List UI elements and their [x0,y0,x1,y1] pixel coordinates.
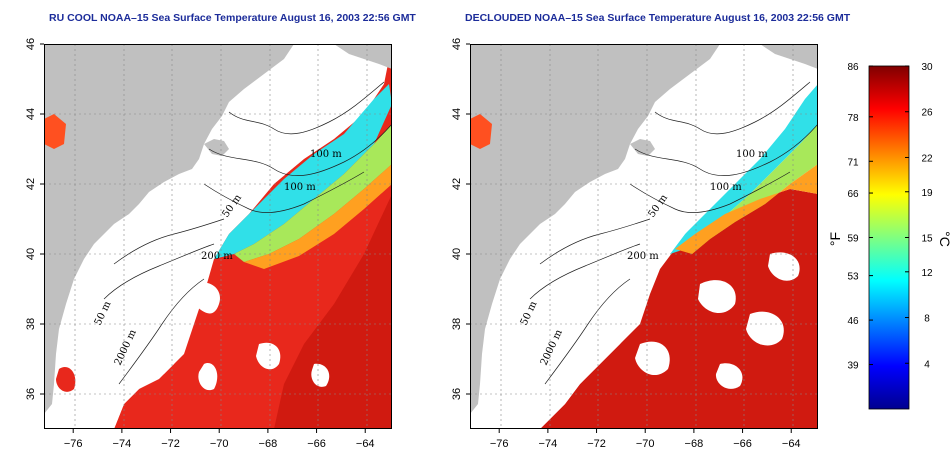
lon-tick-label: −64 [782,438,801,450]
graticule [44,44,392,429]
clouds-patch-1 [194,282,220,314]
lon-tick-label: −66 [733,438,752,450]
ocean-orange-band [675,164,818,254]
celsius-tick-label: 26 [921,108,933,119]
fahrenheit-tick-label: 71 [847,157,859,168]
contour-label-100m-a: 100 m [736,149,768,160]
map-frame [44,44,392,429]
land-mass [470,44,720,414]
ocean-orange-band [244,164,392,269]
clouds-patch-5 [72,350,100,382]
graticule [470,44,818,429]
lon-tick-label: −68 [259,438,278,450]
sst-map-declouded-canvas: 100 m 100 m 50 m 200 m 50 m 2000 m [470,44,818,429]
sable-island-warm-patch [470,114,492,149]
lat-tick-label: 42 [451,178,463,190]
sst-map-declouded: 100 m 100 m 50 m 200 m 50 m 2000 m [470,44,818,429]
lon-tick-label: −72 [587,438,606,450]
ocean-mid-shelf [234,124,392,262]
celsius-tick-label: 12 [921,268,933,279]
lat-tick-label: 46 [25,38,37,50]
celsius-tick-label: 8 [924,314,930,325]
fahrenheit-tick-label: 66 [847,189,859,200]
fahrenheit-tick-label: 46 [847,316,859,327]
land-mass [44,44,294,414]
decloud-hole-1 [698,280,736,314]
fahrenheit-tick-label: 86 [847,62,859,73]
colorbar-celsius-label: °C [937,231,950,247]
fahrenheit-tick-label: 39 [847,361,859,372]
lon-tick-label: −74 [113,438,132,450]
lon-tick-label: −76 [490,438,509,450]
lon-tick-label: −68 [685,438,704,450]
contour-label-200m: 200 m [627,251,659,262]
decloud-hole-4 [715,363,743,389]
cape-cod [630,139,655,156]
celsius-tick-label: 15 [921,234,933,245]
ocean-warm-region [540,189,818,429]
lat-tick-label: 36 [451,388,463,400]
contour-lines [529,81,818,385]
clouds-patch-3 [198,363,218,391]
cape-cod [204,139,229,156]
clouds-patch-4 [311,363,330,387]
decloud-hole-2 [746,311,784,346]
sst-map-raw-canvas: 100 m 100 m 50 m 200 m 50 m 2000 m [44,44,392,429]
lat-tick-label: 44 [451,108,463,120]
fahrenheit-tick-label: 78 [847,113,859,124]
clouds-patch-2 [256,342,281,370]
lat-tick-label: 40 [451,248,463,260]
coastal-warm-patch [56,366,76,392]
nova-scotia [334,44,392,69]
lon-tick-label: −64 [356,438,375,450]
contour-label-100m-b: 100 m [284,182,316,193]
colorbar: 30 26 22 19 15 12 8 4 86 78 71 66 59 53 46 39 °F °C [827,62,950,410]
colorbar-ramp [868,65,910,410]
colorbar-ticks: 30 26 22 19 15 12 8 4 86 78 71 66 59 53 46 39 [847,62,933,372]
lat-tick-label: 46 [451,38,463,50]
celsius-tick-label: 4 [924,359,930,370]
lat-tick-label: 40 [25,248,37,260]
lat-tick-label: 36 [25,388,37,400]
map-frame [470,44,818,429]
panel-title-right: DECLOUDED NOAA–15 Sea Surface Temperatur… [465,12,851,24]
lat-tick-label: 38 [25,318,37,330]
ocean-cool-shelf [214,84,392,259]
celsius-tick-label: 30 [921,62,933,73]
lat-tick-label: 38 [451,318,463,330]
contour-label-200m: 200 m [201,251,233,262]
fahrenheit-tick-label: 59 [847,234,859,245]
celsius-tick-label: 22 [921,153,933,164]
sable-island-warm-patch [44,114,66,149]
lat-tick-label: 42 [25,178,37,190]
lon-tick-label: −66 [307,438,326,450]
sst-map-raw: 100 m 100 m 50 m 200 m 50 m 2000 m [44,44,392,429]
contour-label-100m-b: 100 m [710,182,742,193]
lat-tick-label: 44 [25,108,37,120]
ocean-deep-red-region [274,194,392,429]
lon-tick-label: −76 [64,438,83,450]
lon-tick-label: −70 [210,438,229,450]
lon-tick-label: −72 [161,438,180,450]
ocean-cool-shelf [670,84,818,254]
lon-tick-label: −74 [539,438,558,450]
colorbar-fahrenheit-label: °F [827,232,843,246]
panel-title-left: RU COOL NOAA–15 Sea Surface Temperature … [49,12,416,24]
fahrenheit-tick-label: 53 [847,272,859,283]
nova-scotia [760,44,818,69]
celsius-tick-label: 19 [921,188,933,199]
contour-lines [103,81,392,385]
decloud-hole-5 [768,252,800,281]
contour-label-100m-a: 100 m [310,149,342,160]
decloud-hole-3 [635,341,670,376]
lon-tick-label: −70 [636,438,655,450]
